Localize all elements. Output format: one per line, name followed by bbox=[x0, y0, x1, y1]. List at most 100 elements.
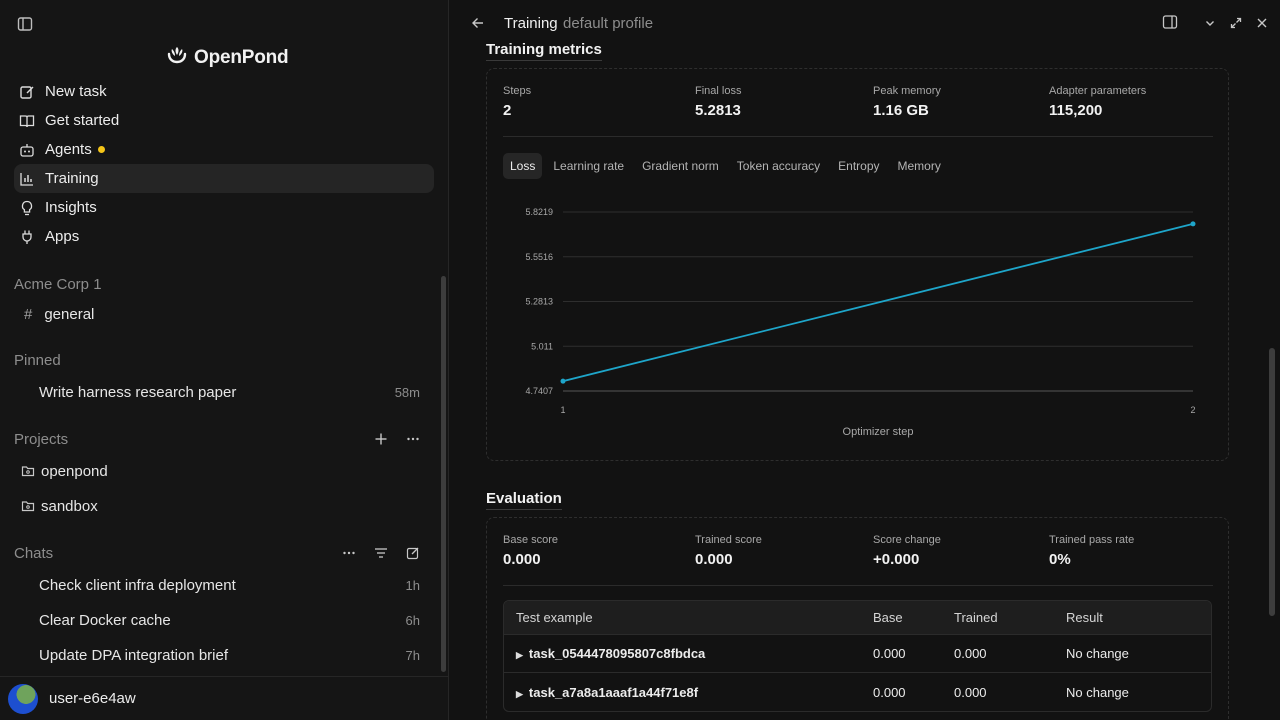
stat-peak-memory: Peak memory 1.16 GB bbox=[873, 83, 1033, 136]
data-point bbox=[1190, 221, 1196, 227]
stat-final-loss: Final loss 5.2813 bbox=[695, 83, 857, 136]
folder-icon bbox=[21, 499, 35, 513]
y-tick-label: 4.7407 bbox=[525, 386, 553, 396]
tab-token-accuracy[interactable]: Token accuracy bbox=[736, 159, 821, 173]
close-icon[interactable] bbox=[1256, 16, 1268, 34]
trained-cell: 0.000 bbox=[942, 635, 1054, 673]
training-metrics-heading: Training metrics bbox=[486, 41, 602, 61]
user-menu[interactable]: user-e6e4aw bbox=[0, 676, 449, 720]
evaluation-stats: Base score 0.000 Trained score 0.000 Sco… bbox=[503, 532, 1213, 586]
task-cell[interactable]: ▶ task_0544478095807c8fbdca bbox=[504, 635, 861, 673]
expand-icon[interactable] bbox=[1230, 16, 1242, 34]
main-panel: Training default profile Training metric… bbox=[450, 0, 1280, 720]
filter-icon[interactable] bbox=[374, 546, 388, 565]
expand-triangle-icon[interactable]: ▶ bbox=[516, 688, 523, 699]
stat-label: Trained pass rate bbox=[1049, 534, 1135, 546]
bot-icon bbox=[19, 142, 35, 158]
task-cell[interactable]: ▶ task_a7a8a1aaaf1a44f71e8f bbox=[504, 673, 861, 711]
expand-triangle-icon[interactable]: ▶ bbox=[516, 650, 523, 660]
pinned-item[interactable]: Write harness research paper 58m bbox=[14, 377, 434, 407]
projects-actions bbox=[374, 432, 420, 451]
nav-training[interactable]: Training bbox=[14, 164, 434, 193]
nav-agents[interactable]: Agents bbox=[14, 135, 434, 164]
data-point bbox=[560, 378, 566, 384]
y-tick-label: 5.5516 bbox=[525, 252, 553, 262]
tab-learning-rate[interactable]: Learning rate bbox=[553, 159, 625, 173]
back-arrow-icon[interactable] bbox=[470, 15, 486, 36]
nav-insights[interactable]: Insights bbox=[14, 193, 434, 222]
stat-value: +0.000 bbox=[873, 551, 920, 568]
plug-icon bbox=[19, 229, 35, 245]
pinned-label: Pinned bbox=[14, 352, 61, 369]
tab-gradient-norm[interactable]: Gradient norm bbox=[642, 159, 719, 173]
chevron-down-icon[interactable] bbox=[1204, 16, 1216, 34]
main-scroll-thumb[interactable] bbox=[1269, 348, 1275, 616]
chat-title: Update DPA integration brief bbox=[39, 646, 229, 664]
chat-item[interactable]: Clear Docker cache 6h bbox=[14, 605, 434, 635]
trained-cell: 0.000 bbox=[954, 684, 987, 700]
stat-adapter-parameters: Adapter parameters 115,200 bbox=[1049, 83, 1219, 136]
table-row[interactable]: ▶ task_a7a8a1aaaf1a44f71e8f 0.000 0.000 N… bbox=[504, 673, 1211, 711]
hash-icon: # bbox=[24, 305, 33, 323]
stat-score-change: Score change +0.000 bbox=[873, 532, 1033, 585]
tab-entropy[interactable]: Entropy bbox=[838, 159, 880, 173]
sidebar-toggle-icon[interactable] bbox=[17, 16, 33, 32]
more-icon[interactable] bbox=[342, 546, 356, 565]
chat-time: 7h bbox=[405, 647, 420, 663]
table-row[interactable]: ▶ task_0544478095807c8fbdca 0.000 0.000 N… bbox=[504, 635, 1211, 673]
loss-chart: 5.8219 5.5516 5.2813 5.011 4.7407 1 2 Optimizer… bbox=[525, 207, 1196, 438]
chats-actions bbox=[342, 546, 420, 565]
chat-item[interactable]: Update DPA integration brief 7h bbox=[14, 640, 434, 670]
result-cell: No change bbox=[1066, 684, 1129, 700]
new-chat-icon[interactable] bbox=[406, 546, 420, 565]
main-nav: New task Get started Agents Training Ins… bbox=[14, 77, 434, 251]
evaluation-card: Base score 0.000 Trained score 0.000 Sco… bbox=[486, 517, 1229, 720]
nav-get-started[interactable]: Get started bbox=[14, 106, 434, 135]
chat-title: Check client infra deployment bbox=[39, 576, 236, 594]
col-base: Base bbox=[861, 601, 942, 635]
header-actions bbox=[1162, 14, 1268, 35]
lotus-icon bbox=[166, 44, 188, 72]
sidebar-scrollbar[interactable] bbox=[441, 266, 447, 672]
chat-time: 6h bbox=[405, 612, 420, 628]
table-header-row: Test example Base Trained Result bbox=[504, 601, 1211, 635]
task-id: task_0544478095807c8fbdca bbox=[528, 646, 706, 661]
split-view-icon[interactable] bbox=[1162, 14, 1178, 35]
nav-label: New task bbox=[45, 83, 107, 100]
nav-new-task[interactable]: New task bbox=[14, 77, 434, 106]
nav-label: Training bbox=[45, 170, 99, 187]
project-item-sandbox[interactable]: sandbox bbox=[14, 491, 434, 521]
chart-icon bbox=[19, 171, 35, 187]
chats-label: Chats bbox=[14, 545, 54, 562]
folder-icon bbox=[21, 464, 35, 478]
stat-value: 0.000 bbox=[503, 551, 541, 568]
sidebar-scroll-thumb[interactable] bbox=[441, 276, 446, 672]
x-axis-label: Optimizer step bbox=[843, 426, 914, 438]
nav-apps[interactable]: Apps bbox=[14, 222, 434, 251]
nav-label: Get started bbox=[45, 112, 120, 129]
nav-label: Apps bbox=[45, 228, 80, 245]
add-project-icon[interactable] bbox=[374, 432, 388, 451]
x-tick-label: 1 bbox=[560, 405, 565, 415]
chat-item[interactable]: Check client infra deployment 1h bbox=[14, 570, 434, 600]
stat-trained-score: Trained score 0.000 bbox=[695, 532, 857, 585]
sidebar: OpenPond New task Get started Agents Tra… bbox=[0, 0, 449, 720]
stat-label: Peak memory bbox=[873, 85, 941, 97]
metric-tabs: Loss Learning rate Gradient norm Token a… bbox=[503, 153, 948, 179]
more-icon[interactable] bbox=[406, 432, 420, 451]
x-tick-label: 2 bbox=[1190, 405, 1195, 415]
tab-loss[interactable]: Loss bbox=[503, 153, 543, 179]
workspace-name[interactable]: Acme Corp 1 bbox=[14, 276, 102, 293]
stat-label: Adapter parameters bbox=[1049, 85, 1147, 97]
stat-value: 1.16 GB bbox=[873, 102, 929, 119]
main-scrollbar[interactable] bbox=[1268, 46, 1276, 720]
channel-general[interactable]: # general bbox=[14, 299, 434, 329]
stat-steps: Steps 2 bbox=[503, 83, 679, 136]
project-item-openpond[interactable]: openpond bbox=[14, 456, 434, 486]
brand-logo[interactable]: OpenPond bbox=[166, 44, 289, 72]
edit-icon bbox=[19, 84, 35, 100]
lightbulb-icon bbox=[19, 200, 35, 216]
avatar bbox=[8, 683, 38, 714]
tab-memory[interactable]: Memory bbox=[897, 159, 941, 173]
